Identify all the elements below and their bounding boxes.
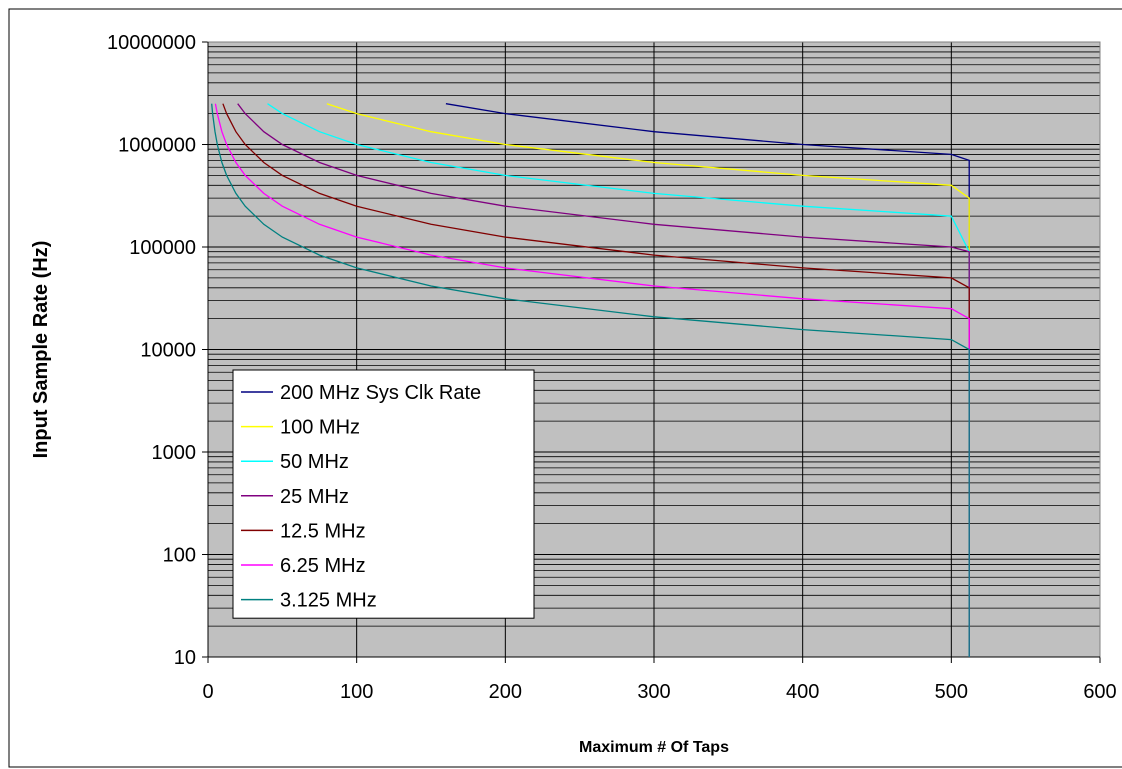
- series-line: [237, 103, 970, 657]
- x-tick-label: 200: [489, 681, 522, 703]
- legend-box: [232, 369, 535, 619]
- series-line: [267, 103, 970, 657]
- legend-label: 12.5 MHz: [280, 520, 366, 542]
- legend-label: 25 MHz: [280, 486, 349, 508]
- x-axis-title: Maximum # Of Taps: [579, 739, 729, 756]
- x-tick-label: 100: [340, 681, 373, 703]
- series-line: [326, 103, 970, 657]
- legend: 200 MHz Sys Clk Rate 100 MHz 50 MHz 25 MHz 1…: [232, 369, 535, 619]
- legend-label: 100 MHz: [280, 417, 360, 439]
- legend-label: 50 MHz: [280, 451, 349, 473]
- legend-label: 200 MHz Sys Clk Rate: [280, 382, 481, 404]
- x-tick-label: 500: [935, 681, 968, 703]
- y-tick-label: 1000: [152, 442, 197, 464]
- legend-label: 3.125 MHz: [280, 590, 377, 612]
- y-tick-label: 10: [174, 647, 196, 669]
- series-line: [222, 103, 970, 657]
- y-tick-label: 10000000: [107, 32, 196, 54]
- x-tick-label: 600: [1083, 681, 1116, 703]
- legend-label: 6.25 MHz: [280, 555, 366, 577]
- y-tick-label: 10000: [140, 340, 196, 362]
- x-tick-label: 0: [202, 681, 213, 703]
- series-line: [211, 103, 970, 657]
- y-tick-label: 100000: [129, 237, 196, 259]
- y-tick-label: 100: [163, 545, 196, 567]
- y-axis-title: Input Sample Rate (Hz): [30, 241, 52, 459]
- series-line: [445, 103, 970, 657]
- y-tick-label: 1000000: [118, 135, 196, 157]
- x-tick-label: 300: [637, 681, 670, 703]
- series-line: [214, 103, 970, 657]
- x-tick-label: 400: [786, 681, 819, 703]
